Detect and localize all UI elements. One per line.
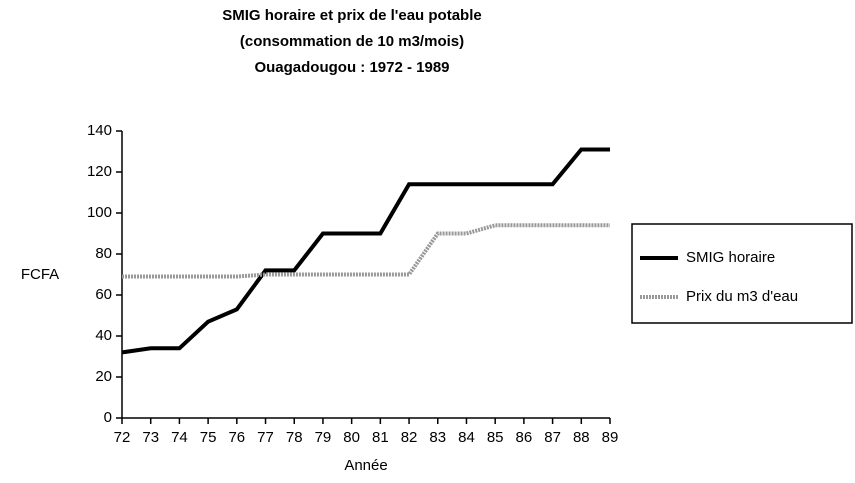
y-tick-label: 100 — [87, 204, 112, 221]
legend-label: Prix du m3 d'eau — [686, 288, 798, 305]
y-tick-label: 80 — [95, 245, 112, 262]
x-tick-label: 89 — [602, 429, 619, 446]
x-tick-label: 84 — [458, 429, 475, 446]
x-tick-label: 82 — [401, 429, 418, 446]
y-tick-label: 120 — [87, 163, 112, 180]
x-tick-label: 78 — [286, 429, 303, 446]
y-tick-label: 60 — [95, 286, 112, 303]
x-tick-label: 79 — [315, 429, 332, 446]
x-tick-label: 75 — [200, 429, 217, 446]
x-tick-label: 81 — [372, 429, 389, 446]
y-axis-label: FCFA — [21, 266, 59, 283]
chart-title: Ouagadougou : 1972 - 1989 — [254, 59, 449, 76]
chart-title: (consommation de 10 m3/mois) — [240, 33, 464, 50]
legend-label: SMIG horaire — [686, 249, 775, 266]
x-axis-label: Année — [344, 457, 387, 474]
legend-box — [631, 223, 853, 324]
x-tick-label: 72 — [114, 429, 131, 446]
x-tick-label: 87 — [544, 429, 561, 446]
x-tick-label: 86 — [516, 429, 533, 446]
x-tick-label: 83 — [429, 429, 446, 446]
chart-title: SMIG horaire et prix de l'eau potable — [222, 7, 481, 24]
x-tick-label: 76 — [228, 429, 245, 446]
y-tick-label: 140 — [87, 122, 112, 139]
y-tick-label: 0 — [104, 409, 112, 426]
data-line — [122, 223, 610, 279]
y-tick-label: 20 — [95, 368, 112, 385]
y-tick-label: 40 — [95, 327, 112, 344]
x-tick-label: 80 — [343, 429, 360, 446]
x-tick-label: 88 — [573, 429, 590, 446]
x-tick-label: 74 — [171, 429, 188, 446]
x-tick-label: 73 — [142, 429, 159, 446]
x-tick-label: 77 — [257, 429, 274, 446]
data-line — [121, 147, 610, 355]
x-tick-label: 85 — [487, 429, 504, 446]
